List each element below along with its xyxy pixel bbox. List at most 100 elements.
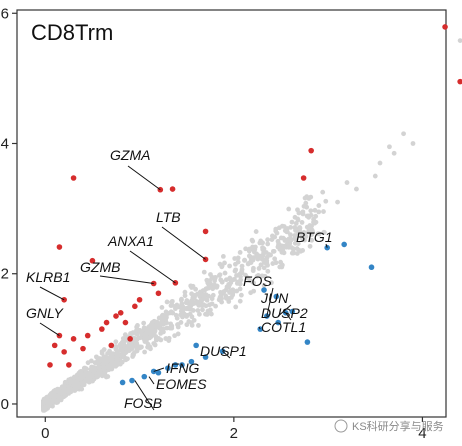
bg-point — [257, 240, 263, 246]
bg-point — [161, 321, 167, 327]
bg-point — [163, 336, 169, 341]
chart-title: CD8Trm — [31, 20, 113, 45]
gene-label-dusp2: DUSP2 — [261, 305, 308, 321]
up-point — [89, 257, 96, 264]
bg-point — [49, 398, 55, 404]
bg-point — [99, 350, 105, 356]
up-point — [84, 332, 91, 339]
bg-point — [193, 286, 198, 292]
bg-point — [237, 298, 243, 304]
bg-point — [279, 264, 285, 270]
bg-point — [182, 293, 188, 299]
bg-point — [269, 280, 274, 286]
bg-point — [312, 207, 318, 213]
up-point — [457, 78, 462, 85]
bg-point — [121, 346, 127, 352]
bg-point — [301, 230, 307, 235]
bg-point — [235, 255, 241, 261]
bg-point — [52, 394, 58, 400]
up-point — [70, 336, 77, 342]
bg-point — [166, 335, 172, 341]
bg-point — [184, 314, 189, 319]
bg-point — [295, 241, 301, 246]
bg-point — [219, 299, 225, 305]
bg-point — [158, 330, 164, 336]
bg-point — [139, 331, 145, 337]
bg-point — [387, 144, 392, 150]
bg-point — [233, 304, 239, 310]
bg-point — [278, 235, 284, 241]
bg-point — [196, 323, 201, 328]
bg-point — [78, 368, 84, 374]
bg-point — [276, 225, 282, 231]
bg-point — [243, 246, 249, 252]
bg-point — [246, 248, 252, 254]
up-point — [70, 175, 77, 181]
bg-point — [296, 247, 302, 253]
highlighted-points — [47, 24, 462, 386]
bg-point — [255, 273, 261, 278]
bg-point — [232, 268, 238, 274]
bg-point — [174, 315, 180, 321]
bg-point — [377, 160, 383, 166]
bg-point — [401, 131, 406, 137]
bg-point — [237, 286, 243, 292]
bg-point — [265, 268, 271, 274]
bg-point — [302, 237, 308, 243]
bg-point — [292, 236, 298, 242]
bg-point — [303, 234, 309, 239]
bg-point — [276, 241, 282, 247]
bg-point — [189, 291, 195, 297]
watermark-text: KS科研分享与服务 — [352, 419, 444, 433]
bg-point — [410, 141, 416, 146]
bg-point — [290, 249, 296, 255]
bg-point — [238, 292, 244, 298]
bg-point — [107, 348, 112, 354]
bg-point — [113, 339, 119, 345]
callout-line — [127, 165, 161, 191]
bg-point — [179, 308, 185, 314]
gene-label-fosb: FOSB — [124, 395, 162, 411]
bg-point — [239, 269, 244, 275]
up-point — [66, 362, 72, 368]
bg-point — [219, 279, 225, 285]
bg-point — [169, 325, 175, 331]
bg-point — [209, 296, 215, 302]
bg-point — [310, 229, 316, 234]
up-point — [122, 319, 129, 326]
bg-point — [116, 353, 122, 359]
bg-point — [216, 273, 222, 278]
up-point — [103, 319, 110, 326]
bg-point — [161, 326, 166, 332]
bg-point — [206, 293, 212, 299]
bg-point — [264, 254, 270, 260]
bg-point — [71, 379, 77, 385]
bg-point — [102, 357, 108, 363]
bg-point — [239, 263, 245, 269]
bg-point — [172, 333, 178, 339]
up-point — [442, 24, 448, 30]
down-point — [193, 342, 199, 349]
bg-point — [248, 254, 253, 260]
bg-point — [272, 234, 278, 240]
down-point — [275, 319, 281, 326]
bg-point — [195, 308, 201, 313]
bg-point — [62, 393, 68, 399]
bg-point — [242, 257, 247, 263]
callout-line — [161, 226, 206, 260]
bg-point — [300, 211, 306, 217]
bg-point — [75, 376, 81, 381]
bg-point — [286, 206, 292, 212]
down-point — [304, 339, 311, 345]
gene-label-dusp1: DUSP1 — [200, 343, 247, 359]
down-point — [368, 264, 375, 271]
bg-point — [203, 286, 209, 292]
callout-line — [222, 350, 231, 359]
down-point — [150, 368, 157, 375]
bg-point — [307, 243, 313, 249]
bg-point — [163, 309, 169, 315]
gene-label-btg1: BTG1 — [296, 229, 333, 245]
gene-label-ifng: IFNG — [166, 360, 200, 376]
gene-label-gzma: GZMA — [110, 147, 150, 163]
bg-point — [354, 186, 359, 192]
